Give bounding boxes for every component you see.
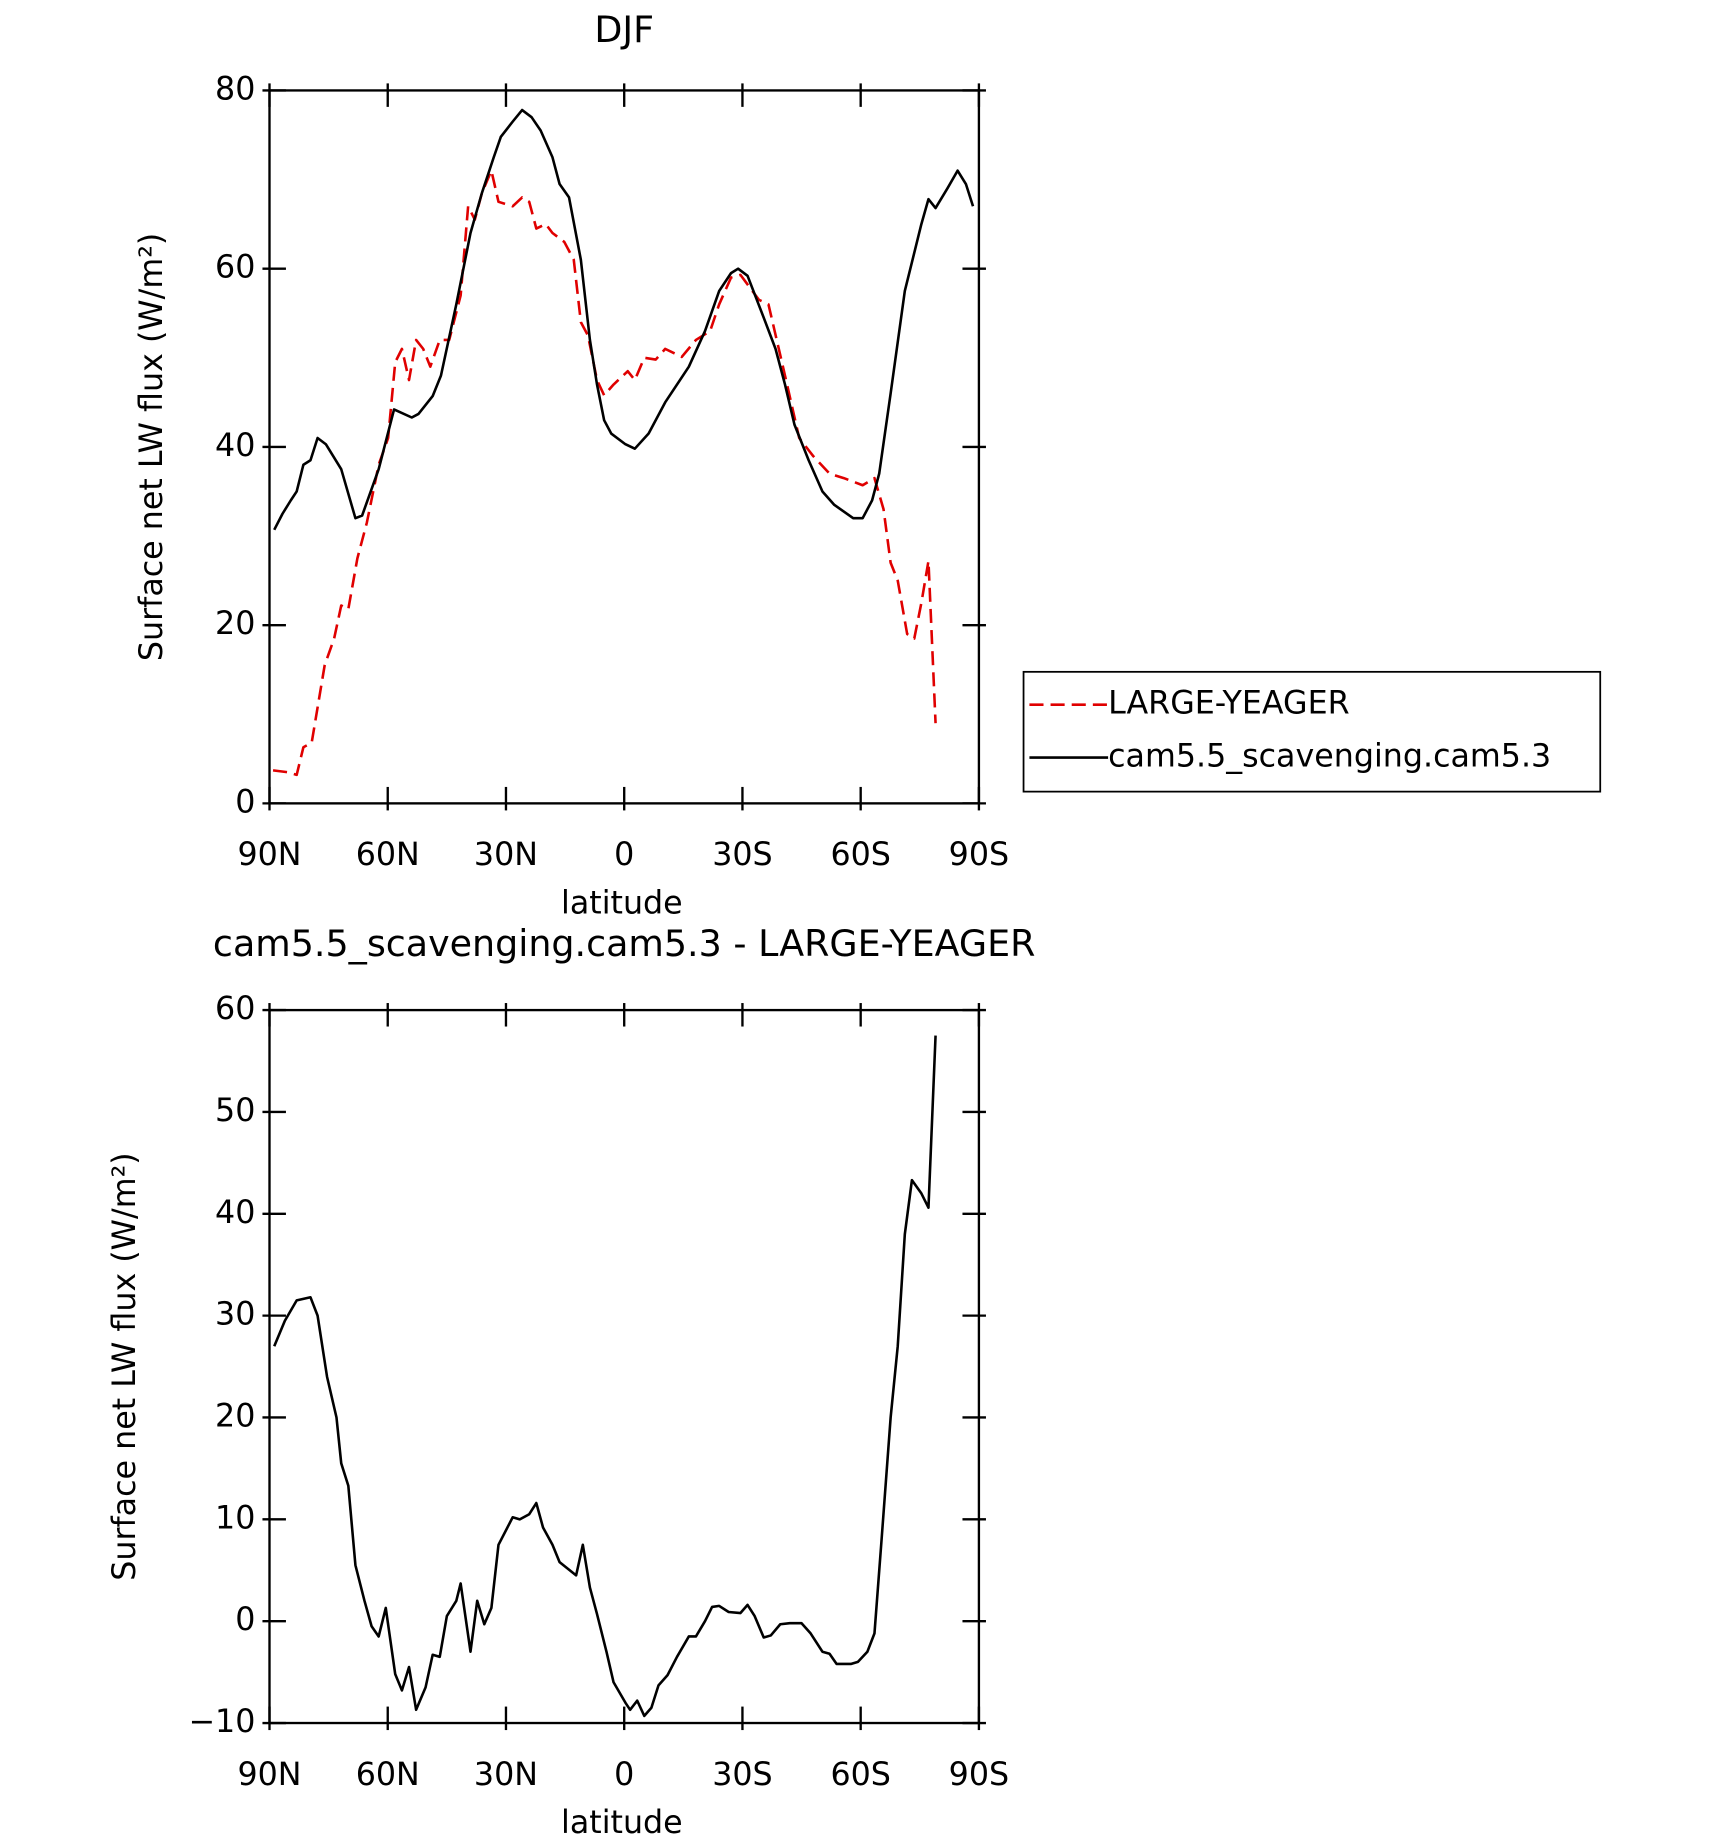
line-series [272,169,937,777]
legend-label: cam5.5_scavenging.cam5.3 [1108,739,1551,775]
line-series [273,1035,937,1718]
x-axis-label: latitude [561,1805,683,1841]
x-tick-label: 90S [949,1757,1009,1793]
y-tick-label: 40 [215,1195,255,1231]
y-tick-label: 40 [215,428,255,464]
y-tick-label: −10 [189,1704,256,1740]
x-tick-label: 30N [474,1757,538,1793]
x-tick-label: 60S [830,1757,890,1793]
legend-box [1022,670,1602,793]
y-tick-label: 80 [215,71,255,107]
x-tick-label: 0 [614,837,634,873]
x-tick-label: 30N [474,837,538,873]
y-tick-label: 20 [215,606,255,642]
x-tick-label: 90S [949,837,1009,873]
chart-title: DJF [594,8,654,51]
legend-label: LARGE-YEAGER [1108,686,1350,722]
y-tick-label: 10 [215,1500,255,1536]
y-tick-label: 20 [215,1398,255,1434]
x-tick-label: 0 [614,1757,634,1793]
y-tick-label: 60 [215,250,255,286]
y-tick-label: 0 [235,784,255,820]
y-axis-label: Surface net LW flux (W/m²) [134,233,170,661]
y-tick-label: 60 [215,991,255,1027]
plot-frame [268,1008,981,1725]
y-tick-label: 30 [215,1297,255,1333]
x-tick-label: 90N [237,1757,301,1793]
x-tick-label: 30S [712,1757,772,1793]
chart-title: cam5.5_scavenging.cam5.3 - LARGE-YEAGER [213,922,1036,965]
x-axis-label: latitude [561,885,683,921]
plot-frame [268,89,981,805]
x-tick-label: 60S [830,837,890,873]
line-series [273,108,975,531]
x-tick-label: 90N [237,837,301,873]
x-tick-label: 60N [356,837,420,873]
x-tick-label: 60N [356,1757,420,1793]
y-tick-label: 50 [215,1093,255,1129]
y-tick-label: 0 [235,1602,255,1638]
x-tick-label: 30S [712,837,772,873]
y-axis-label: Surface net LW flux (W/m²) [107,1152,143,1580]
